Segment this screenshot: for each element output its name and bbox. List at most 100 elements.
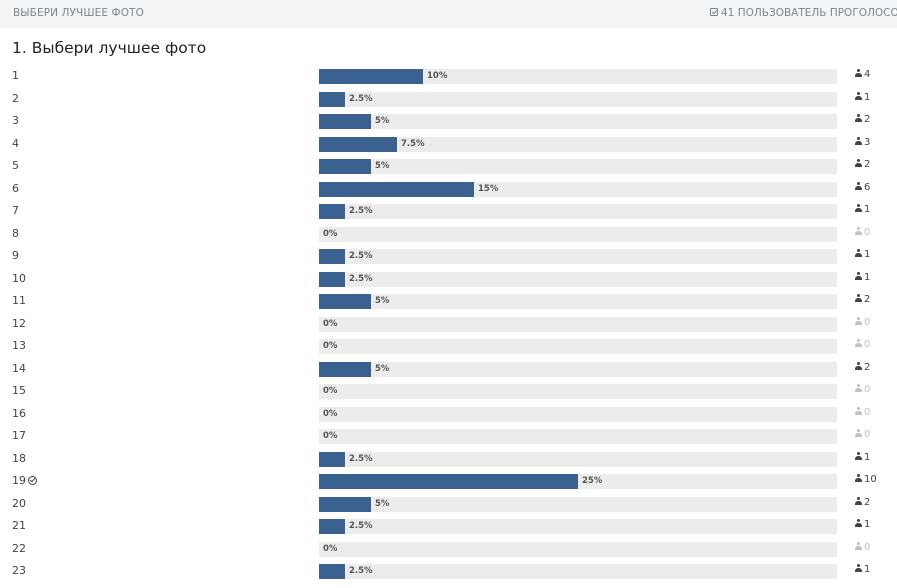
voters-count[interactable]: 0 <box>855 339 870 350</box>
poll-title: ВЫБЕРИ ЛУЧШЕЕ ФОТО <box>13 7 144 19</box>
voters-count[interactable]: 1 <box>855 519 870 530</box>
poll-option-row: 9 2.5% 1 <box>0 245 897 267</box>
poll-header: ВЫБЕРИ ЛУЧШЕЕ ФОТО 41 ПОЛЬЗОВАТЕЛЬ ПРОГО… <box>0 0 897 28</box>
percent-label: 2.5% <box>349 453 373 464</box>
user-icon <box>855 361 862 370</box>
voters-count-text: 2 <box>864 361 871 373</box>
voters-count[interactable]: 2 <box>855 361 871 373</box>
poll-option-row: 7 2.5% 1 <box>0 200 897 222</box>
user-icon <box>855 564 862 572</box>
voters-count-text: 2 <box>864 114 871 125</box>
percent-label: 2.5% <box>349 93 373 104</box>
option-label: 20 <box>12 497 26 510</box>
option-label-text: 9 <box>12 249 19 262</box>
voters-count[interactable]: 0 <box>855 226 871 238</box>
percent-label: 5% <box>375 498 390 509</box>
voters-count[interactable]: 2 <box>855 159 870 170</box>
poll-option-row: 4 7.5% 3 <box>0 133 897 155</box>
voters-count[interactable]: 0 <box>855 384 870 395</box>
option-label: 17 <box>12 429 26 442</box>
progress-fill <box>319 271 345 287</box>
progress-fill <box>319 451 345 467</box>
progress-track: 7.5% <box>319 136 837 152</box>
voters-count[interactable]: 1 <box>855 91 871 103</box>
percent-label: 0% <box>323 543 338 554</box>
option-label: 3 <box>12 114 19 127</box>
voters-count[interactable]: 2 <box>855 294 870 305</box>
voters-count[interactable]: 1 <box>855 204 870 215</box>
progress-track: 2.5% <box>319 271 837 287</box>
option-label: 21 <box>12 519 26 532</box>
voters-count[interactable]: 3 <box>855 136 871 148</box>
voters-count[interactable]: 1 <box>855 451 871 463</box>
progress-track: 2.5% <box>319 451 837 467</box>
voters-count[interactable]: 1 <box>855 271 870 283</box>
voters-count[interactable]: 2 <box>855 114 870 125</box>
progress-track: 25% <box>319 474 837 489</box>
voters-count-text: 1 <box>864 451 871 463</box>
progress-fill <box>319 91 345 107</box>
user-icon <box>855 271 862 280</box>
poll-option-row: 22 0% 0 <box>0 538 897 560</box>
voters-count[interactable]: 2 <box>855 496 871 508</box>
progress-track: 0% <box>319 429 837 444</box>
voters-count[interactable]: 1 <box>855 249 870 260</box>
progress-track: 5% <box>319 294 837 309</box>
percent-label: 7.5% <box>401 138 425 149</box>
voters-count[interactable]: 0 <box>855 429 870 440</box>
progress-fill <box>319 519 345 534</box>
voters-count[interactable]: 0 <box>855 406 871 418</box>
option-label: 22 <box>12 542 26 555</box>
progress-track: 10% <box>319 69 837 84</box>
option-label: 14 <box>12 362 26 375</box>
progress-track: 0% <box>319 406 837 422</box>
user-icon <box>855 429 862 437</box>
voters-count-text: 0 <box>864 429 871 440</box>
option-label-text: 14 <box>12 361 26 375</box>
poll-option-row: 8 0% 0 <box>0 223 897 245</box>
option-label-text: 1 <box>12 69 19 82</box>
voters-count[interactable]: 4 <box>855 69 870 80</box>
progress-track: 5% <box>319 159 837 174</box>
voters-count-text: 1 <box>864 91 871 103</box>
voters-count[interactable]: 0 <box>855 541 870 553</box>
percent-label: 5% <box>375 161 390 171</box>
progress-track: 0% <box>319 384 837 399</box>
percent-label: 5% <box>375 116 390 126</box>
user-icon <box>855 91 862 100</box>
option-label: 9 <box>12 249 19 262</box>
voters-count-text: 2 <box>864 294 871 305</box>
voters-count-text: 0 <box>864 406 871 418</box>
voters-count-text: 2 <box>864 159 871 170</box>
voters-count-text: 1 <box>864 564 871 575</box>
percent-label: 2.5% <box>349 206 373 216</box>
progress-fill <box>319 496 371 512</box>
option-label: 23 <box>12 564 26 577</box>
option-label: 1 <box>12 69 19 82</box>
voters-count[interactable]: 0 <box>855 316 870 328</box>
user-icon <box>855 181 862 190</box>
voters-count-text: 2 <box>864 496 871 508</box>
poll-option-row: 21 2.5% 1 <box>0 515 897 537</box>
option-label-text: 22 <box>12 541 26 555</box>
progress-track: 0% <box>319 541 837 557</box>
user-icon <box>855 339 862 347</box>
progress-track: 5% <box>319 361 837 377</box>
voters-count-text: 3 <box>864 136 871 148</box>
voters-count[interactable]: 10 <box>855 474 877 485</box>
progress-track: 0% <box>319 339 837 354</box>
voters-count[interactable]: 1 <box>855 564 870 575</box>
option-label-text: 20 <box>12 496 26 510</box>
user-icon <box>855 226 862 235</box>
voters-count-text: 6 <box>864 181 871 193</box>
poll-option-row: 18 2.5% 1 <box>0 448 897 470</box>
option-label-text: 2 <box>12 91 19 105</box>
option-label-text: 19 <box>12 474 26 487</box>
voters-count[interactable]: 6 <box>855 181 871 193</box>
progress-fill <box>319 114 371 129</box>
percent-label: 0% <box>323 228 338 239</box>
voters-count-text: 0 <box>864 226 871 238</box>
poll-option-row: 20 5% 2 <box>0 493 897 515</box>
option-label-text: 15 <box>12 384 26 397</box>
poll-option-row: 10 2.5% 1 <box>0 268 897 290</box>
